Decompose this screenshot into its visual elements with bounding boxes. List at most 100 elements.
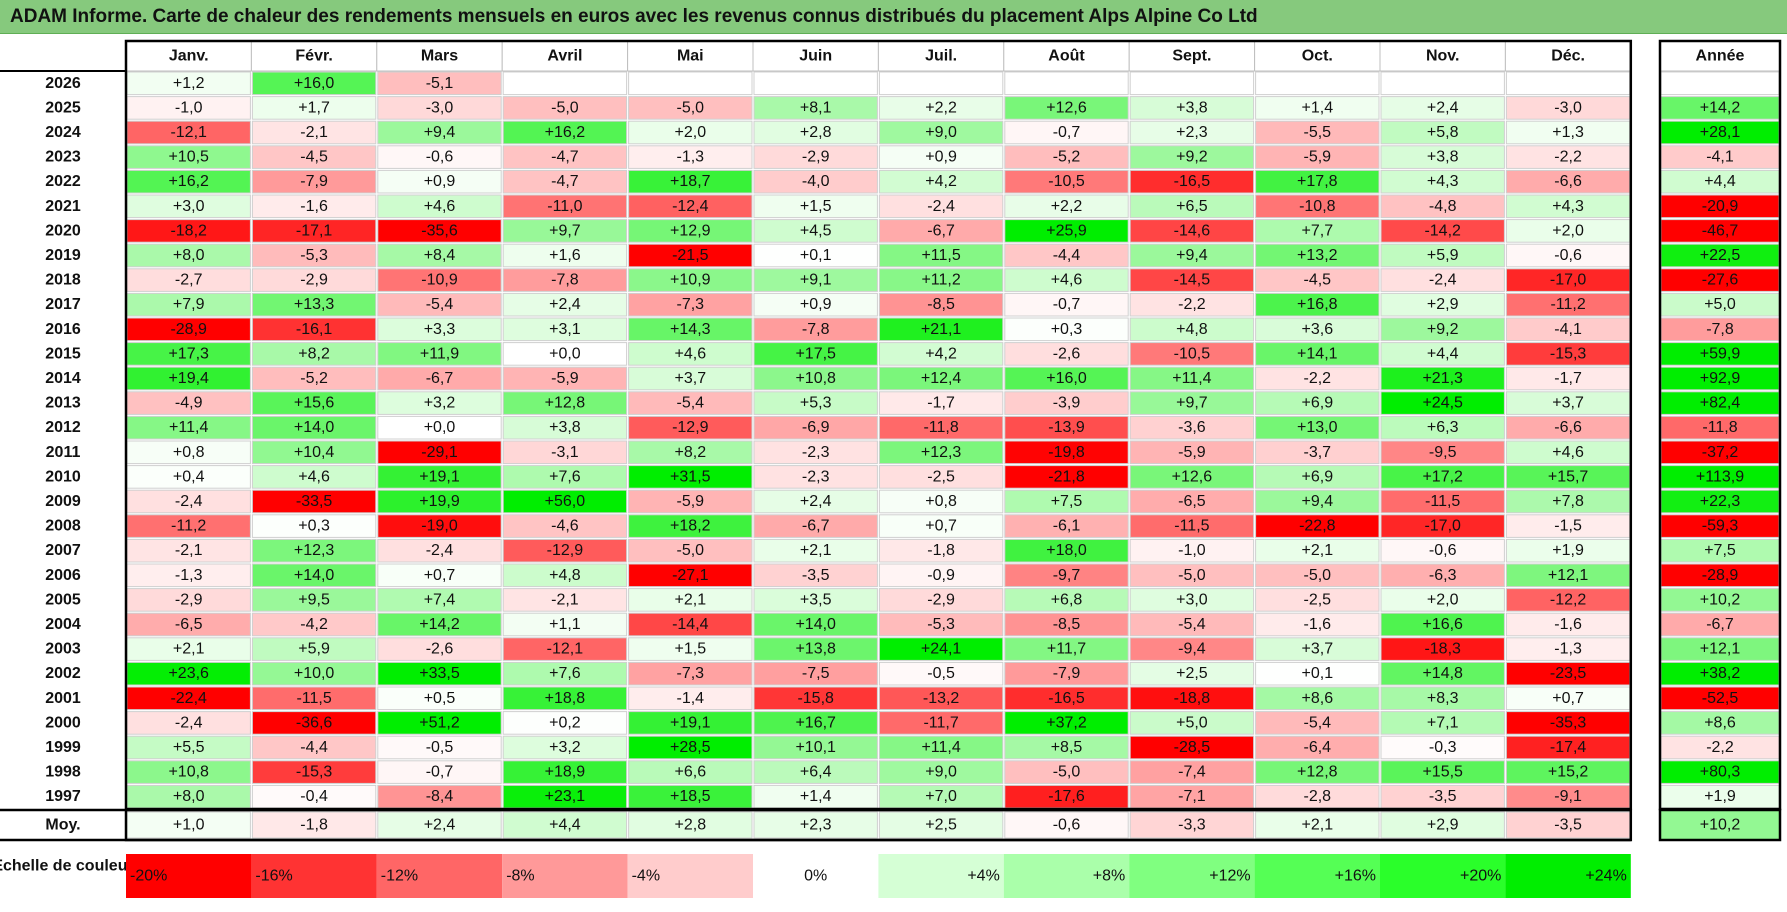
heatmap-cell — [628, 292, 753, 317]
heatmap-cell-value: -13,9 — [1048, 419, 1085, 436]
heatmap-cell — [1380, 342, 1505, 366]
heatmap-cell-value: -4,1 — [1554, 321, 1582, 338]
heatmap-cell — [1129, 711, 1255, 735]
heatmap-cell — [502, 292, 628, 317]
heatmap-cell — [1129, 268, 1255, 292]
heatmap-cell-value: +12,1 — [1548, 567, 1589, 584]
heatmap-cell — [1004, 120, 1129, 145]
heatmap-cell — [753, 440, 878, 465]
heatmap-cell — [1004, 563, 1129, 588]
heatmap-cell — [1255, 96, 1380, 120]
average-cell-value: -3,3 — [1178, 817, 1206, 834]
heatmap-cell — [1255, 243, 1380, 268]
heatmap-cell — [753, 292, 878, 317]
heatmap-cell — [377, 317, 502, 342]
heatmap-cell-value: +16,0 — [294, 75, 335, 92]
heatmap-cell — [251, 292, 377, 317]
heatmap-cell-value: +7,4 — [424, 591, 456, 608]
heatmap-cell — [1129, 71, 1255, 96]
heatmap-cell — [1004, 268, 1129, 292]
heatmap-cell — [251, 711, 377, 735]
heatmap-cell-value: +12,6 — [1172, 468, 1213, 485]
heatmap-cell — [1255, 465, 1380, 489]
heatmap-cell-value: +4,6 — [1552, 444, 1584, 461]
heatmap-cell-value: +56,0 — [545, 493, 586, 510]
heatmap-cell-value: +5,3 — [800, 395, 832, 412]
annual-cell-value: -2,2 — [1706, 739, 1734, 756]
heatmap-cell-value: +2,3 — [1176, 124, 1208, 141]
heatmap-cell-value: +1,5 — [675, 641, 707, 658]
heatmap-cell — [502, 588, 628, 612]
heatmap-cell — [502, 538, 628, 563]
heatmap-cell-value: -10,5 — [1048, 173, 1085, 190]
heatmap-cell — [1004, 637, 1129, 661]
heatmap-cell — [377, 145, 502, 169]
heatmap-cell — [251, 120, 377, 145]
heatmap-cell-value: -2,8 — [1304, 788, 1332, 805]
heatmap-cell — [251, 465, 377, 489]
heatmap-cell — [251, 194, 377, 219]
heatmap-cell — [502, 169, 628, 194]
heatmap-cell — [377, 440, 502, 465]
average-cell — [377, 811, 502, 839]
heatmap-cell — [377, 588, 502, 612]
heatmap-cell — [1255, 661, 1380, 686]
heatmap-cell — [502, 465, 628, 489]
heatmap-cell — [753, 465, 878, 489]
heatmap-cell-value: +9,2 — [1427, 321, 1459, 338]
heatmap-cell — [1380, 711, 1505, 735]
heatmap-cell — [878, 169, 1004, 194]
heatmap-cell — [878, 612, 1004, 637]
heatmap-cell-value: +1,6 — [549, 247, 581, 264]
heatmap-cell-value: +18,8 — [545, 690, 586, 707]
heatmap-cell — [878, 514, 1004, 538]
heatmap-cell-value: -9,7 — [1053, 567, 1081, 584]
heatmap-cell-value: +3,6 — [1302, 321, 1334, 338]
row-year-label: 1997 — [45, 788, 81, 805]
row-label-cell — [0, 243, 126, 268]
heatmap-cell — [502, 686, 628, 711]
heatmap-cell — [377, 489, 502, 514]
heatmap-cell-value: -4,4 — [1053, 247, 1081, 264]
row-year-label: 2014 — [45, 370, 81, 387]
heatmap-cell-value: +14,0 — [294, 419, 335, 436]
heatmap-cell-value: -2,6 — [1053, 345, 1081, 362]
heatmap-cell-value: -5,9 — [551, 370, 579, 387]
heatmap-cell-value: +1,2 — [173, 75, 205, 92]
average-cell — [1004, 811, 1129, 839]
heatmap-cell — [502, 711, 628, 735]
heatmap-cell-value: -2,2 — [1554, 149, 1582, 166]
heatmap-cell — [251, 415, 377, 440]
heatmap-cell — [1129, 366, 1255, 391]
heatmap-cell-value: +6,4 — [800, 764, 832, 781]
heatmap-cell — [502, 145, 628, 169]
heatmap-cell — [377, 661, 502, 686]
heatmap-cell-value: +11,4 — [169, 419, 208, 436]
heatmap-cell-value: -4,0 — [802, 173, 830, 190]
heatmap-cell — [628, 268, 753, 292]
heatmap-cell-value: -15,3 — [1550, 345, 1587, 362]
heatmap-cell-value: -4,5 — [300, 149, 328, 166]
heatmap-cell-value: +9,7 — [1176, 395, 1208, 412]
heatmap-cell-value: +11,4 — [1172, 370, 1211, 387]
heatmap-cell — [1380, 440, 1505, 465]
average-annual-cell — [1658, 808, 1782, 842]
heatmap-cell — [628, 440, 753, 465]
heatmap-cell-value: +2,0 — [675, 124, 707, 141]
heatmap-cell-value: +3,8 — [1176, 99, 1208, 116]
heatmap-cell-value: +18,7 — [670, 173, 711, 190]
heatmap-cell-value: +8,6 — [1302, 690, 1334, 707]
heatmap-cell-value: +3,0 — [173, 198, 205, 215]
heatmap-cell-value: -19,0 — [421, 518, 458, 535]
heatmap-cell-value: +5,9 — [298, 641, 330, 658]
heatmap-cell — [1255, 588, 1380, 612]
heatmap-cell — [1380, 735, 1505, 760]
heatmap-cell-value: +8,1 — [800, 99, 832, 116]
row-label-cell — [0, 661, 126, 686]
heatmap-cell — [1004, 465, 1129, 489]
heatmap-cell-value: +12,8 — [1297, 764, 1338, 781]
heatmap-cell-value: -11,0 — [547, 198, 582, 215]
heatmap-cell — [377, 415, 502, 440]
heatmap-cell-value: -16,1 — [296, 321, 333, 338]
heatmap-cell-value: +9,5 — [298, 591, 330, 608]
